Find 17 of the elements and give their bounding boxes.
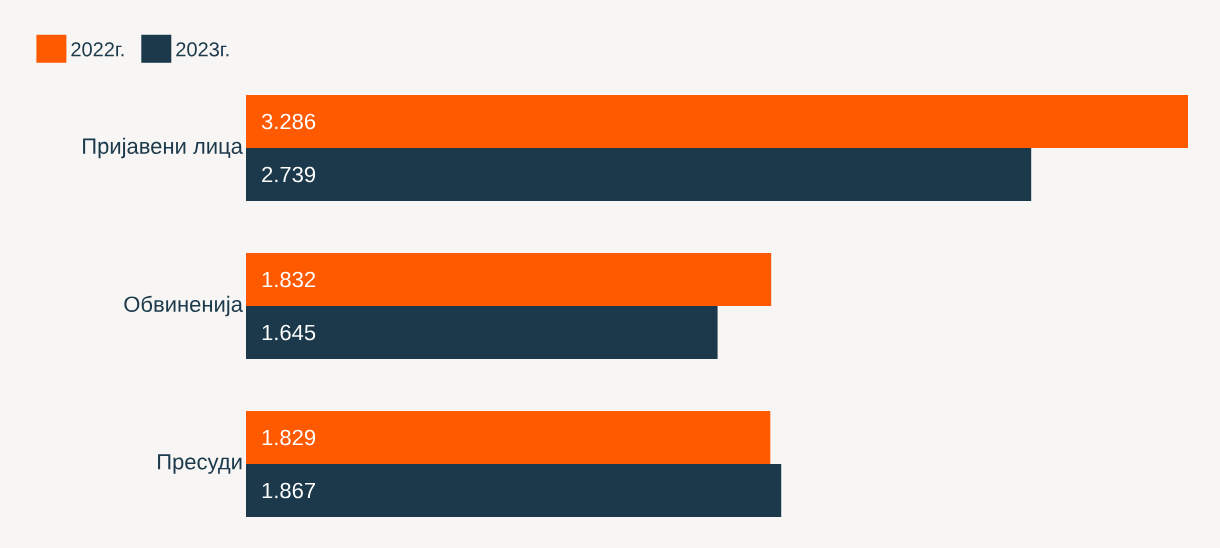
data-label: 1.867 bbox=[262, 482, 316, 499]
data-label: 1.645 bbox=[262, 324, 316, 341]
y-tick-label: Обвиненија bbox=[124, 295, 243, 317]
bar bbox=[246, 253, 772, 307]
data-label: 1.832 bbox=[262, 271, 316, 288]
legend-label: 2023г. bbox=[176, 42, 229, 57]
y-tick-label: Пресуди bbox=[158, 454, 242, 474]
bar bbox=[246, 411, 771, 465]
data-label: 1.829 bbox=[262, 429, 316, 446]
data-label: 2.739 bbox=[262, 166, 316, 183]
legend-label: 2022г. bbox=[71, 42, 124, 57]
data-label: 3.286 bbox=[261, 113, 316, 130]
bar bbox=[246, 464, 782, 518]
bar bbox=[246, 148, 1032, 202]
bar bbox=[246, 95, 1188, 149]
bar bbox=[246, 306, 718, 360]
y-tick-label: Пријавени лица bbox=[83, 137, 243, 159]
